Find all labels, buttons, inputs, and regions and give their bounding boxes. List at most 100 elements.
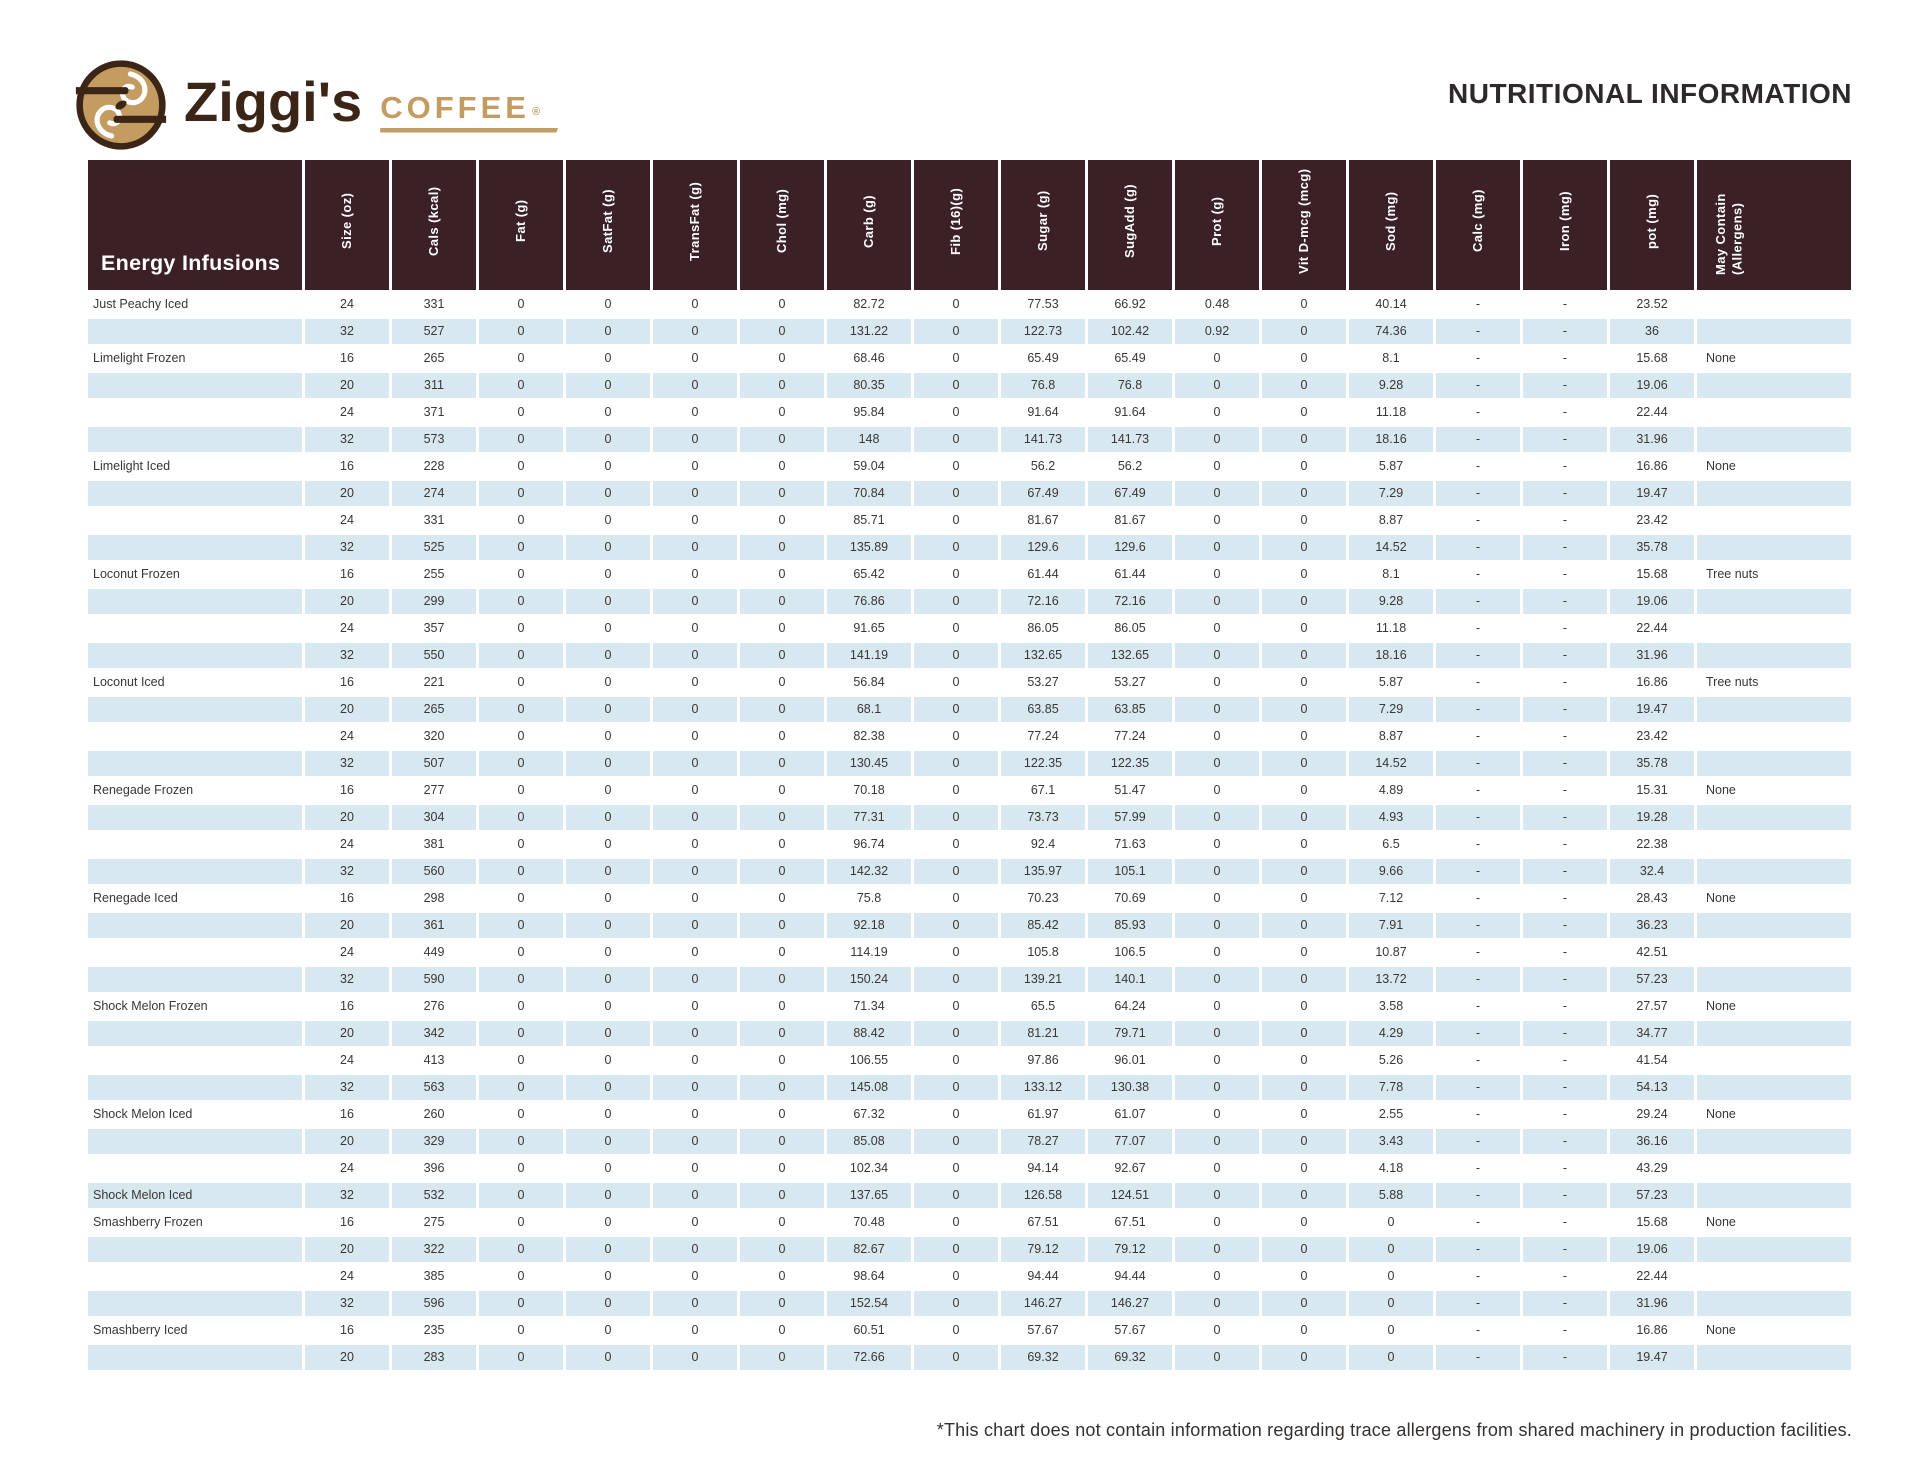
value-cell: 0 [914, 1075, 998, 1100]
drink-name-cell [88, 1291, 302, 1316]
value-cell: 0 [952, 837, 960, 852]
value-cell: 56.2 [1030, 459, 1056, 474]
value-cell: 0 [1262, 697, 1346, 722]
value-cell: 16 [340, 1215, 354, 1230]
value-cell: 0 [778, 891, 786, 906]
value-cell: 0 [740, 805, 824, 830]
value-cell: 0 [1175, 373, 1259, 398]
value-cell: 0 [1213, 1323, 1221, 1338]
value-cell: 122.35 [1088, 751, 1172, 776]
value-cell: 150.24 [827, 967, 911, 992]
allergen-cell: None [1706, 1215, 1736, 1230]
value-cell: 304 [392, 805, 476, 830]
value-cell: 92.4 [1030, 837, 1056, 852]
value-cell: 0 [653, 1075, 737, 1100]
column-header: Chol (mg) [740, 160, 824, 290]
drink-name-cell [88, 859, 302, 884]
value-cell: 142.32 [827, 859, 911, 884]
allergen-cell [1697, 535, 1851, 560]
value-cell: 0 [691, 837, 699, 852]
drink-name-cell [88, 751, 302, 776]
value-cell: - [1523, 967, 1607, 992]
value-cell: 0 [479, 1345, 563, 1370]
value-cell: 139.21 [1001, 967, 1085, 992]
allergen-cell [1697, 508, 1851, 533]
table-row: Shock Melon Frozen 16 276 0 0 0 0 71.34 0 65.5 64.… [88, 994, 1851, 1019]
value-cell: 0 [952, 1107, 960, 1122]
value-cell: 0 [566, 1291, 650, 1316]
value-cell: 0 [517, 405, 525, 420]
value-cell: - [1562, 297, 1568, 312]
value-cell: 0 [1300, 567, 1308, 582]
value-cell: 0 [1262, 913, 1346, 938]
value-cell: 7.78 [1349, 1075, 1433, 1100]
value-cell: 0 [914, 1291, 998, 1316]
value-cell: - [1475, 621, 1481, 636]
value-cell: 4.29 [1349, 1021, 1433, 1046]
value-cell: - [1436, 1129, 1520, 1154]
value-cell: 11.18 [1375, 405, 1407, 420]
table-row: Just Peachy Iced 24 331 0 0 0 0 82.72 0 77.53 66.9… [88, 292, 1851, 317]
value-cell: 146.27 [1088, 1291, 1172, 1316]
value-cell: 381 [423, 837, 445, 852]
allergen-cell [1697, 697, 1851, 722]
value-cell: 85.71 [853, 513, 885, 528]
value-cell: 449 [423, 945, 445, 960]
value-cell: 0 [914, 373, 998, 398]
value-cell: - [1475, 351, 1481, 366]
value-cell: 221 [423, 675, 445, 690]
value-cell: 0 [691, 405, 699, 420]
value-cell: 329 [392, 1129, 476, 1154]
value-cell: 0 [604, 729, 612, 744]
value-cell: 0 [566, 319, 650, 344]
value-cell: 36 [1610, 319, 1694, 344]
value-cell: 0 [1175, 859, 1259, 884]
value-cell: 141.73 [1001, 427, 1085, 452]
value-cell: 20 [305, 1237, 389, 1262]
value-cell: 0 [604, 837, 612, 852]
allergen-cell [1697, 616, 1851, 641]
value-cell: 0 [517, 675, 525, 690]
value-cell: 0 [952, 1215, 960, 1230]
value-cell: 32 [305, 1183, 389, 1208]
value-cell: 0 [1262, 1021, 1346, 1046]
value-cell: 0 [1213, 1053, 1221, 1068]
value-cell: 0 [566, 535, 650, 560]
allergen-cell [1697, 373, 1851, 398]
value-cell: 16 [340, 999, 354, 1014]
value-cell: 77.31 [827, 805, 911, 830]
allergen-cell [1697, 967, 1851, 992]
value-cell: 0 [691, 459, 699, 474]
drink-name-cell [88, 832, 302, 857]
table-row: Shock Melon Iced 16 260 0 0 0 0 67.32 0 61.97 61.0… [88, 1102, 1851, 1127]
value-cell: 15.68 [1636, 567, 1668, 582]
value-cell: - [1562, 999, 1568, 1014]
value-cell: - [1436, 643, 1520, 668]
value-cell: 0 [778, 1161, 786, 1176]
value-cell: 0 [566, 1129, 650, 1154]
value-cell: 60.51 [853, 1323, 885, 1338]
table-row: 24 381 0 0 0 0 96.74 0 92.4 71.63 0 0 6.5 - - 22.38 [88, 832, 1851, 857]
value-cell: 0 [691, 999, 699, 1014]
value-cell: 0 [952, 297, 960, 312]
value-cell: 550 [392, 643, 476, 668]
value-cell: - [1562, 837, 1568, 852]
value-cell: 0 [1213, 621, 1221, 636]
drink-name-cell: Smashberry Iced [93, 1323, 188, 1338]
value-cell: 0 [653, 967, 737, 992]
value-cell: 0 [778, 513, 786, 528]
value-cell: 13.72 [1349, 967, 1433, 992]
value-cell: 0 [914, 697, 998, 722]
allergen-cell: None [1706, 999, 1736, 1014]
value-cell: 0 [1262, 1075, 1346, 1100]
column-header: pot (mg) [1610, 160, 1694, 290]
value-cell: 135.89 [827, 535, 911, 560]
value-cell: 0 [778, 675, 786, 690]
value-cell: 0 [952, 891, 960, 906]
table-row: 32 525 0 0 0 0 135.89 0 129.6 129.6 0 0 14.52- -35.78 [88, 535, 1851, 560]
value-cell: 152.54 [827, 1291, 911, 1316]
value-cell: - [1523, 319, 1607, 344]
value-cell: 122.73 [1001, 319, 1085, 344]
drink-name-cell [88, 1075, 302, 1100]
drink-name-cell: Loconut Iced [93, 675, 165, 690]
